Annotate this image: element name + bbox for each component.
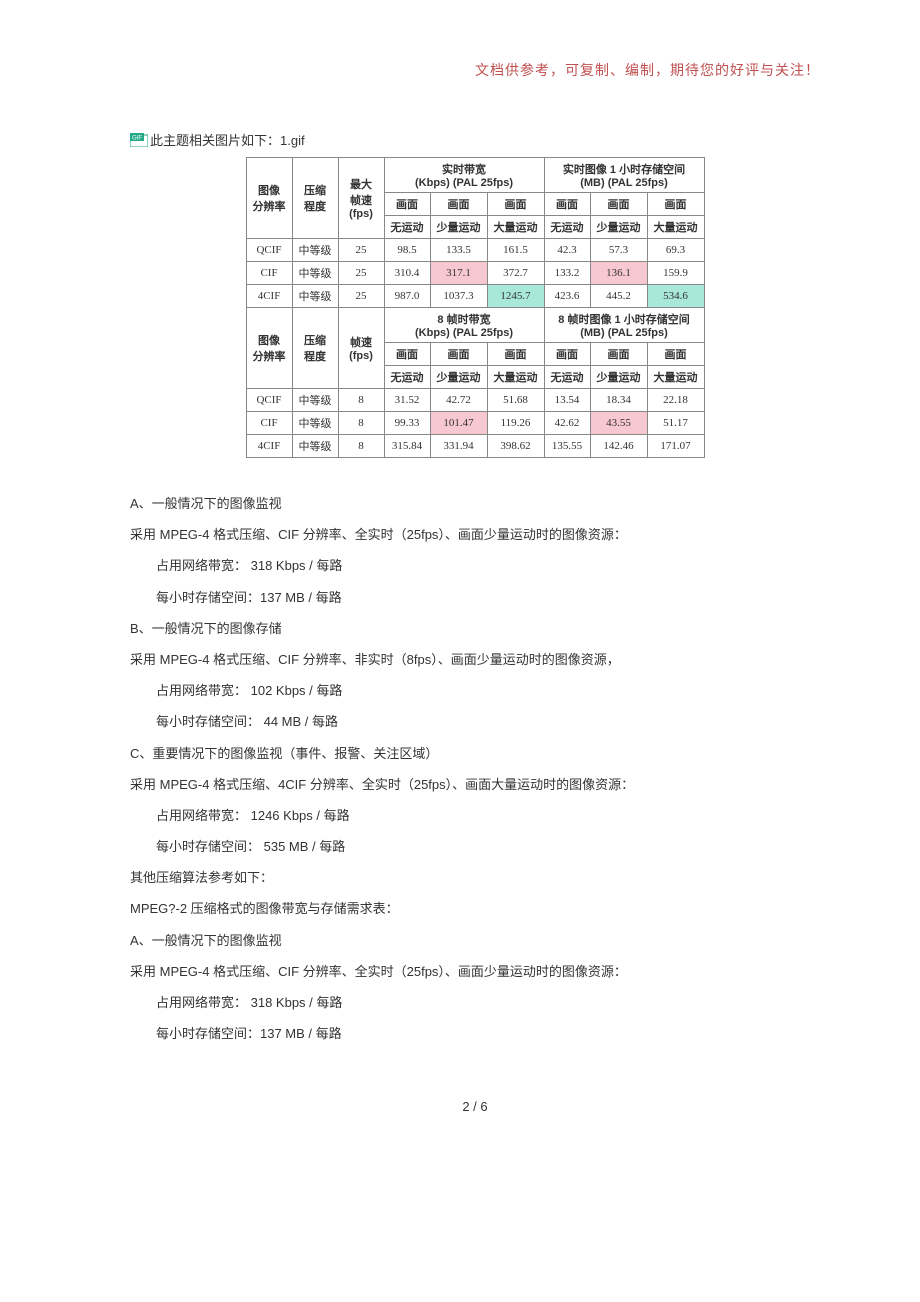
th-none: 无运动	[384, 216, 430, 239]
attachment-text: 此主题相关图片如下：1.gif	[150, 130, 305, 149]
bandwidth-table: 图像分辨率 压缩程度 最大帧速(fps) 实时带宽 (Kbps) (PAL 25…	[246, 157, 705, 458]
th-fps: 最大帧速(fps)	[338, 158, 384, 239]
th-few: 少量运动	[590, 216, 647, 239]
th-many: 大量运动	[487, 216, 544, 239]
para: 占用网络带宽： 318 Kbps / 每路	[130, 987, 820, 1018]
para: B、一般情况下的图像存储	[130, 613, 820, 644]
para: 采用 MPEG-4 格式压缩、CIF 分辨率、全实时（25fps）、画面少量运动…	[130, 519, 820, 550]
table-row: QCIF中等级25 98.5133.5161.5 42.357.369.3	[246, 239, 704, 262]
page-number: 2 / 6	[130, 1099, 820, 1114]
para: 占用网络带宽： 102 Kbps / 每路	[130, 675, 820, 706]
para: A、一般情况下的图像监视	[130, 925, 820, 956]
para: 每小时存储空间： 44 MB / 每路	[130, 706, 820, 737]
para: A、一般情况下的图像监视	[130, 488, 820, 519]
th-plane: 画面	[487, 193, 544, 216]
th-bw2-title: 8 帧时带宽 (Kbps) (PAL 25fps)	[384, 308, 544, 343]
gif-icon: GIF	[130, 133, 148, 147]
th-st2-title: 8 帧时图像 1 小时存储空间 (MB) (PAL 25fps)	[544, 308, 704, 343]
table-row: CIF中等级8 99.33101.47119.26 42.6243.5551.1…	[246, 412, 704, 435]
table-row: 4CIF中等级25 987.01037.31245.7 423.6445.253…	[246, 285, 704, 308]
th-few: 少量运动	[430, 216, 487, 239]
para: C、重要情况下的图像监视（事件、报警、关注区域）	[130, 738, 820, 769]
para: 占用网络带宽： 318 Kbps / 每路	[130, 550, 820, 581]
th-plane: 画面	[430, 193, 487, 216]
table-row: 4CIF中等级8 315.84331.94398.62 135.55142.46…	[246, 435, 704, 458]
para: 每小时存储空间：137 MB / 每路	[130, 582, 820, 613]
th-res: 图像分辨率	[246, 158, 292, 239]
header-note: 文档供参考，可复制、编制，期待您的好评与关注！	[130, 60, 820, 80]
body-text: A、一般情况下的图像监视 采用 MPEG-4 格式压缩、CIF 分辨率、全实时（…	[130, 488, 820, 1049]
attachment-line: GIF 此主题相关图片如下：1.gif	[130, 130, 820, 149]
th-res2: 图像分辨率	[246, 308, 292, 389]
para: 采用 MPEG-4 格式压缩、CIF 分辨率、全实时（25fps）、画面少量运动…	[130, 956, 820, 987]
th-plane: 画面	[590, 193, 647, 216]
para: MPEG?-2 压缩格式的图像带宽与存储需求表：	[130, 893, 820, 924]
para: 每小时存储空间：137 MB / 每路	[130, 1018, 820, 1049]
th-st1-title: 实时图像 1 小时存储空间 (MB) (PAL 25fps)	[544, 158, 704, 193]
para: 占用网络带宽： 1246 Kbps / 每路	[130, 800, 820, 831]
svg-text:GIF: GIF	[132, 135, 142, 141]
table-row: CIF中等级25 310.4317.1372.7 133.2136.1159.9	[246, 262, 704, 285]
th-none: 无运动	[544, 216, 590, 239]
th-fps2: 帧速(fps)	[338, 308, 384, 389]
th-plane: 画面	[544, 193, 590, 216]
th-many: 大量运动	[647, 216, 704, 239]
para: 每小时存储空间： 535 MB / 每路	[130, 831, 820, 862]
para: 采用 MPEG-4 格式压缩、4CIF 分辨率、全实时（25fps）、画面大量运…	[130, 769, 820, 800]
para: 采用 MPEG-4 格式压缩、CIF 分辨率、非实时（8fps）、画面少量运动时…	[130, 644, 820, 675]
table-row: QCIF中等级8 31.5242.7251.68 13.5418.3422.18	[246, 389, 704, 412]
para: 其他压缩算法参考如下：	[130, 862, 820, 893]
th-comp: 压缩程度	[292, 158, 338, 239]
th-bw1-title: 实时带宽 (Kbps) (PAL 25fps)	[384, 158, 544, 193]
th-comp2: 压缩程度	[292, 308, 338, 389]
th-plane: 画面	[384, 193, 430, 216]
th-plane: 画面	[647, 193, 704, 216]
